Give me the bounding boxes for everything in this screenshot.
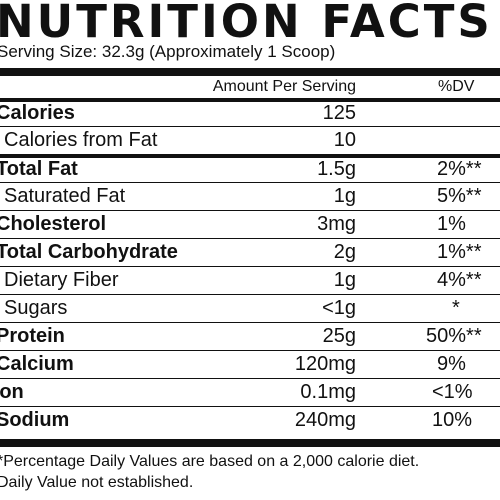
footnote-not-established: Daily Value not established. <box>0 474 194 491</box>
nutrient-amount: 10 <box>333 129 356 151</box>
nutrient-dv: 1% <box>437 213 466 235</box>
label-title: NUTRITION FACTS <box>0 0 493 48</box>
nutrient-row-calories-from-fat: Calories from Fat 10 <box>0 126 500 154</box>
nutrient-name: Protein <box>0 325 65 347</box>
nutrient-dv: 9% <box>437 353 466 375</box>
amount-per-serving-header: Amount Per Serving <box>212 78 356 95</box>
footnote-daily-values: *Percentage Daily Values are based on a … <box>0 453 420 470</box>
nutrient-name: Dietary Fiber <box>4 269 119 291</box>
nutrient-dv: 10% <box>432 409 473 431</box>
nutrient-dv: 2%** <box>437 158 482 180</box>
nutrient-row-cholesterol: Cholesterol 3mg 1% <box>0 210 500 238</box>
nutrient-name: Calcium <box>0 353 74 375</box>
nutrient-row-protein: Protein 25g 50%** <box>0 322 500 350</box>
nutrient-dv: 50%** <box>426 325 482 347</box>
nutrient-row-sodium: Sodium 240mg 10% <box>0 406 500 434</box>
nutrient-name: Total Fat <box>0 158 78 180</box>
nutrient-amount: 125 <box>322 102 356 124</box>
nutrient-name: Cholesterol <box>0 213 107 235</box>
nutrient-row-total-carbohydrate: Total Carbohydrate 2g 1%** <box>0 238 500 266</box>
nutrient-amount: 0.1mg <box>300 381 356 403</box>
nutrient-dv: 1%** <box>437 241 482 263</box>
nutrient-name: Total Carbohydrate <box>0 241 178 263</box>
nutrient-row-dietary-fiber: Dietary Fiber 1g 4%** <box>0 266 500 294</box>
nutrient-dv: 4%** <box>437 269 482 291</box>
nutrient-row-total-fat: Total Fat 1.5g 2%** <box>0 154 500 182</box>
nutrient-amount: <1g <box>322 297 356 319</box>
nutrient-name: Calories from Fat <box>4 129 158 151</box>
nutrient-amount: 240mg <box>294 409 356 431</box>
nutrient-row-sugars: Sugars <1g * <box>0 294 500 322</box>
nutrient-amount: 1g <box>333 185 356 207</box>
nutrient-row-iron: Iron 0.1mg <1% <box>0 378 500 406</box>
bottom-thick-divider <box>0 439 500 447</box>
nutrient-amount: 1.5g <box>317 158 356 180</box>
nutrient-row-calories: Calories 125 <box>0 98 500 126</box>
nutrient-dv: * <box>452 297 460 319</box>
nutrient-name: Calories <box>0 102 75 124</box>
nutrient-row-saturated-fat: Saturated Fat 1g 5%** <box>0 182 500 210</box>
nutrient-amount: 120mg <box>294 353 356 375</box>
nutrient-dv: 5%** <box>437 185 482 207</box>
nutrient-name: Sodium <box>0 409 70 431</box>
nutrient-amount: 3mg <box>317 213 356 235</box>
top-thick-divider <box>0 68 500 76</box>
nutrient-name: Iron <box>0 381 24 403</box>
nutrient-amount: 1g <box>333 269 356 291</box>
nutrient-name: Sugars <box>4 297 68 319</box>
nutrient-name: Saturated Fat <box>4 185 126 207</box>
daily-value-header: %DV <box>438 78 475 95</box>
nutrient-amount: 25g <box>322 325 356 347</box>
nutrient-row-calcium: Calcium 120mg 9% <box>0 350 500 378</box>
nutrient-table: Calories 125 Calories from Fat 10 Total … <box>0 98 500 434</box>
footnotes: *Percentage Daily Values are based on a … <box>0 451 419 493</box>
column-header-row: Amount Per Serving %DV <box>0 76 500 98</box>
nutrient-dv: <1% <box>432 381 473 403</box>
serving-size: Serving Size: 32.3g (Approximately 1 Sco… <box>0 42 336 61</box>
nutrient-amount: 2g <box>333 241 356 263</box>
